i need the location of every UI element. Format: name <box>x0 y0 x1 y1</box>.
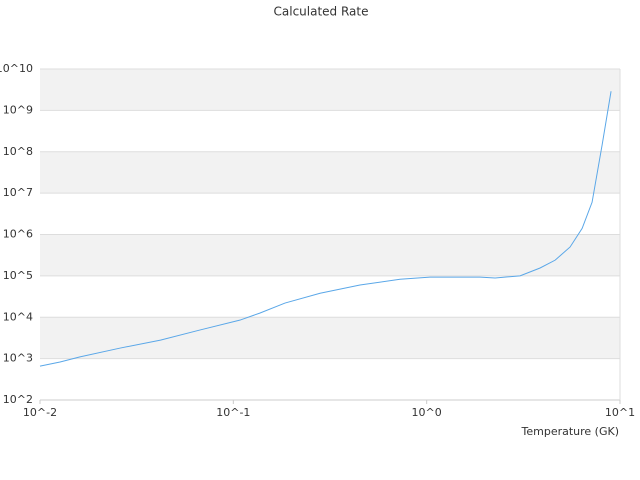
chart-title: Calculated Rate <box>274 5 369 19</box>
x-tick-label: 10^0 <box>412 406 442 419</box>
y-tick-label: 10^6 <box>3 228 33 241</box>
band <box>40 69 620 111</box>
y-tick-label: 10^2 <box>3 393 33 406</box>
band <box>40 151 620 194</box>
y-tick-label: 10^3 <box>3 352 33 365</box>
y-tick-label: 10^10 <box>0 62 33 75</box>
y-tick-label: 10^9 <box>3 103 33 116</box>
band <box>40 234 620 276</box>
y-tick-label: 10^7 <box>3 186 33 199</box>
x-tick-label: 10^-1 <box>216 406 250 419</box>
band <box>40 317 620 359</box>
x-axis-label: Temperature (GK) <box>521 425 620 438</box>
y-tick-label: 10^8 <box>3 145 33 158</box>
bands <box>40 69 620 359</box>
y-tick-label: 10^4 <box>3 310 33 323</box>
x-tick-label: 10^1 <box>605 406 635 419</box>
line <box>39 91 612 367</box>
x-tick-label: 10^-2 <box>23 406 57 419</box>
y-tick-label: 10^5 <box>3 269 33 282</box>
